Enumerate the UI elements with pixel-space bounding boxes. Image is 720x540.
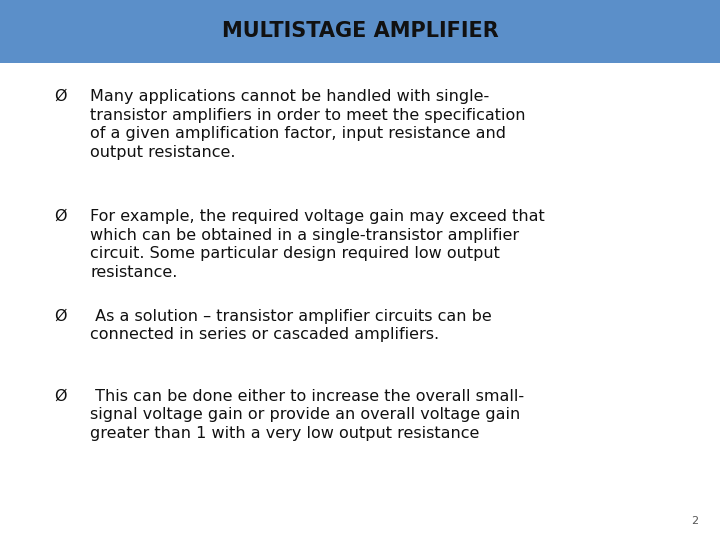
Text: For example, the required voltage gain may exceed that
which can be obtained in : For example, the required voltage gain m… <box>90 209 545 280</box>
Text: 2: 2 <box>691 516 698 526</box>
Bar <box>0 0 720 63</box>
Text: As a solution – transistor amplifier circuits can be
connected in series or casc: As a solution – transistor amplifier cir… <box>90 309 492 342</box>
Text: Ø: Ø <box>54 309 66 324</box>
Text: This can be done either to increase the overall small-
signal voltage gain or pr: This can be done either to increase the … <box>90 389 524 441</box>
Text: MULTISTAGE AMPLIFIER: MULTISTAGE AMPLIFIER <box>222 21 498 42</box>
Text: Ø: Ø <box>54 209 66 224</box>
Text: Ø: Ø <box>54 89 66 104</box>
Text: Ø: Ø <box>54 389 66 404</box>
Text: Many applications cannot be handled with single-
transistor amplifiers in order : Many applications cannot be handled with… <box>90 89 526 160</box>
